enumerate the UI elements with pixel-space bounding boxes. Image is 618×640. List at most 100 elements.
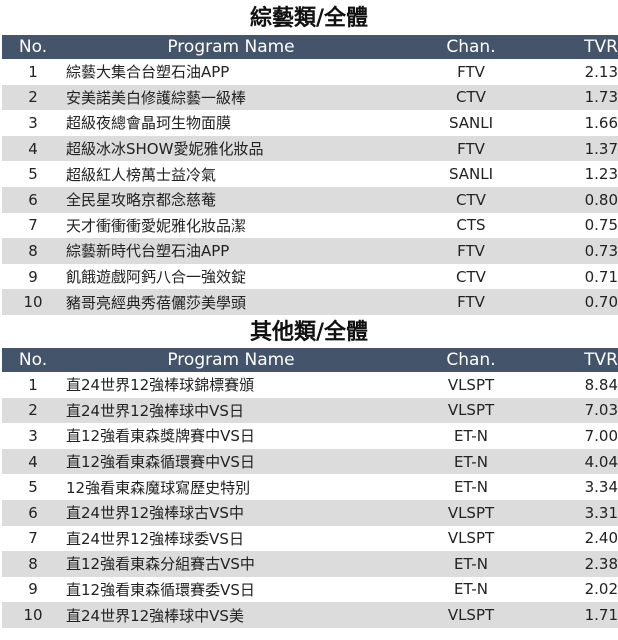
- channel-cell: VLSPT: [396, 602, 546, 628]
- column-header-tvr: TVR: [546, 347, 618, 372]
- program-name-cell: 直24世界12強棒球古VS中: [64, 499, 396, 526]
- tvr-cell: 0.75: [584, 216, 618, 235]
- program-name-cell: 超級夜總會晶珂生物面膜: [66, 114, 232, 133]
- program-name-cell: 直12強看東森分組賽古VS中: [64, 551, 396, 577]
- channel-cell: VLSPT: [447, 529, 495, 548]
- channel-cell: SANLI: [448, 165, 494, 184]
- rank-cell: 9: [28, 580, 38, 599]
- table-row: 6 直24世界12強棒球古VS中 VLSPT 3.31: [2, 499, 618, 526]
- channel-cell: FTV: [396, 289, 546, 315]
- program-name-cell: 豬哥亮經典秀蓓儷莎美學頭: [64, 289, 396, 315]
- rank-cell: 9: [28, 267, 38, 286]
- tvr-cell: 2.13: [584, 62, 618, 81]
- rank-cell: 10: [2, 602, 64, 628]
- program-name-cell: 超級紅人榜萬士益冷氣: [66, 165, 217, 184]
- tvr-cell: 2.40: [584, 529, 618, 548]
- rank-cell: 8: [2, 551, 64, 577]
- tvr-cell: 1.66: [584, 113, 618, 132]
- program-name-cell: 直12強看東森循環賽中VS日: [64, 448, 396, 475]
- tvr-cell: 1.73: [546, 84, 618, 111]
- rank-cell: 6: [2, 186, 64, 213]
- tvr-cell: 1.23: [584, 165, 618, 184]
- rank-cell: 6: [2, 499, 64, 526]
- table-row: 5 超級紅人榜萬士益冷氣 SANLI 1.23: [2, 161, 618, 187]
- channel-cell: FTV: [457, 62, 485, 81]
- program-name-cell: 超級冰冰SHOW愛妮雅化妝品: [64, 135, 396, 162]
- tvr-cell: 7.00: [584, 426, 618, 445]
- tvr-cell: 1.71: [546, 602, 618, 628]
- tvr-cell: 0.80: [546, 186, 618, 213]
- tvr-cell: 0.71: [584, 267, 618, 286]
- channel-cell: ET-N: [396, 448, 546, 475]
- table-row: 8 直12強看東森分組賽古VS中 ET-N 2.38: [2, 551, 618, 577]
- column-header-chan: Chan.: [396, 347, 546, 372]
- rank-cell: 3: [28, 113, 38, 132]
- program-name-cell: 直24世界12強棒球中VS美: [64, 602, 396, 628]
- table-row: 5 12強看東森魔球寫歷史特別 ET-N 3.34: [2, 474, 618, 500]
- tvr-cell: 3.31: [546, 499, 618, 526]
- table-row: 2 直24世界12強棒球中VS日 VLSPT 7.03: [2, 397, 618, 424]
- section-title: 其他類/全體: [249, 319, 369, 345]
- rank-cell: 7: [28, 216, 38, 235]
- tvr-cell: 4.04: [546, 448, 618, 475]
- table-row: 8 綜藝新時代台塑石油APP FTV 0.73: [2, 238, 618, 264]
- rank-cell: 3: [28, 426, 38, 445]
- rank-cell: 2: [2, 397, 64, 424]
- channel-cell: FTV: [396, 238, 546, 264]
- tvr-cell: 2.38: [546, 551, 618, 577]
- program-name-cell: 12強看東森魔球寫歷史特別: [66, 478, 251, 497]
- program-name-cell: 飢餓遊戲阿鈣八合一強效錠: [66, 268, 247, 287]
- program-name-cell: 直12強看東森獎牌賽中VS日: [66, 427, 255, 446]
- table-row: 10 豬哥亮經典秀蓓儷莎美學頭 FTV 0.70: [2, 289, 618, 315]
- program-name-cell: 綜藝新時代台塑石油APP: [64, 238, 396, 264]
- column-header-tvr: TVR: [546, 35, 618, 59]
- channel-cell: FTV: [396, 135, 546, 162]
- channel-cell: VLSPT: [447, 375, 495, 394]
- tvr-cell: 8.84: [584, 375, 618, 394]
- table-row: 4 直12強看東森循環賽中VS日 ET-N 4.04: [2, 448, 618, 475]
- column-header-chan: Chan.: [396, 35, 546, 59]
- table-row: 7 直24世界12強棒球委VS日 VLSPT 2.40: [2, 526, 618, 552]
- table-row: 1 直24世界12強棒球錦標賽頒 VLSPT 8.84: [2, 372, 618, 398]
- program-name-cell: 直24世界12強棒球中VS日: [64, 397, 396, 424]
- tvr-cell: 0.70: [546, 289, 618, 315]
- column-header-name: Program Name: [64, 347, 396, 372]
- column-header-no: No.: [2, 347, 64, 372]
- rank-cell: 8: [2, 238, 64, 264]
- program-name-cell: 天才衝衝衝愛妮雅化妝品潔: [66, 216, 247, 235]
- program-name-cell: 直24世界12強棒球錦標賽頒: [66, 376, 255, 395]
- tvr-cell: 7.03: [546, 397, 618, 424]
- table-header-row: No. Program Name Chan. TVR: [2, 35, 618, 59]
- channel-cell: ET-N: [454, 478, 488, 497]
- tvr-cell: 2.02: [584, 580, 618, 599]
- column-header-no: No.: [2, 35, 64, 59]
- rank-cell: 2: [2, 84, 64, 111]
- program-name-cell: 直24世界12強棒球委VS日: [66, 529, 244, 548]
- ratings-table: No. Program Name Chan. TVR 1 綜藝大集合台塑石油APP FTV 2…: [2, 35, 618, 315]
- rank-cell: 1: [28, 62, 38, 81]
- rank-cell: 5: [28, 478, 38, 497]
- channel-cell: ET-N: [454, 580, 488, 599]
- table-row: 2 安美諾美白修護綜藝一級棒 CTV 1.73: [2, 84, 618, 111]
- ratings-table: No. Program Name Chan. TVR 1 直24世界12強棒球錦標賽頒 VL…: [2, 347, 618, 628]
- channel-cell: VLSPT: [396, 397, 546, 424]
- table-row: 6 全民星攻略京都念慈菴 CTV 0.80: [2, 186, 618, 213]
- program-name-cell: 直12強看東森循環賽委VS日: [66, 580, 255, 599]
- table-row: 1 綜藝大集合台塑石油APP FTV 2.13: [2, 59, 618, 85]
- rank-cell: 4: [2, 135, 64, 162]
- table-row: 9 直12強看東森循環賽委VS日 ET-N 2.02: [2, 577, 618, 603]
- table-row: 7 天才衝衝衝愛妮雅化妝品潔 CTS 0.75: [2, 213, 618, 239]
- channel-cell: CTV: [396, 84, 546, 111]
- channel-cell: ET-N: [454, 426, 488, 445]
- tvr-cell: 3.34: [584, 478, 618, 497]
- table-row: 9 飢餓遊戲阿鈣八合一強效錠 CTV 0.71: [2, 264, 618, 290]
- table-header-row: No. Program Name Chan. TVR: [2, 347, 618, 372]
- table-row: 3 直12強看東森獎牌賽中VS日 ET-N 7.00: [2, 423, 618, 449]
- rank-cell: 10: [2, 289, 64, 315]
- tvr-cell: 1.37: [546, 135, 618, 162]
- rank-cell: 4: [2, 448, 64, 475]
- table-row: 3 超級夜總會晶珂生物面膜 SANLI 1.66: [2, 110, 618, 136]
- section-title: 綜藝類/全體: [249, 6, 369, 31]
- channel-cell: VLSPT: [396, 499, 546, 526]
- channel-cell: ET-N: [396, 551, 546, 577]
